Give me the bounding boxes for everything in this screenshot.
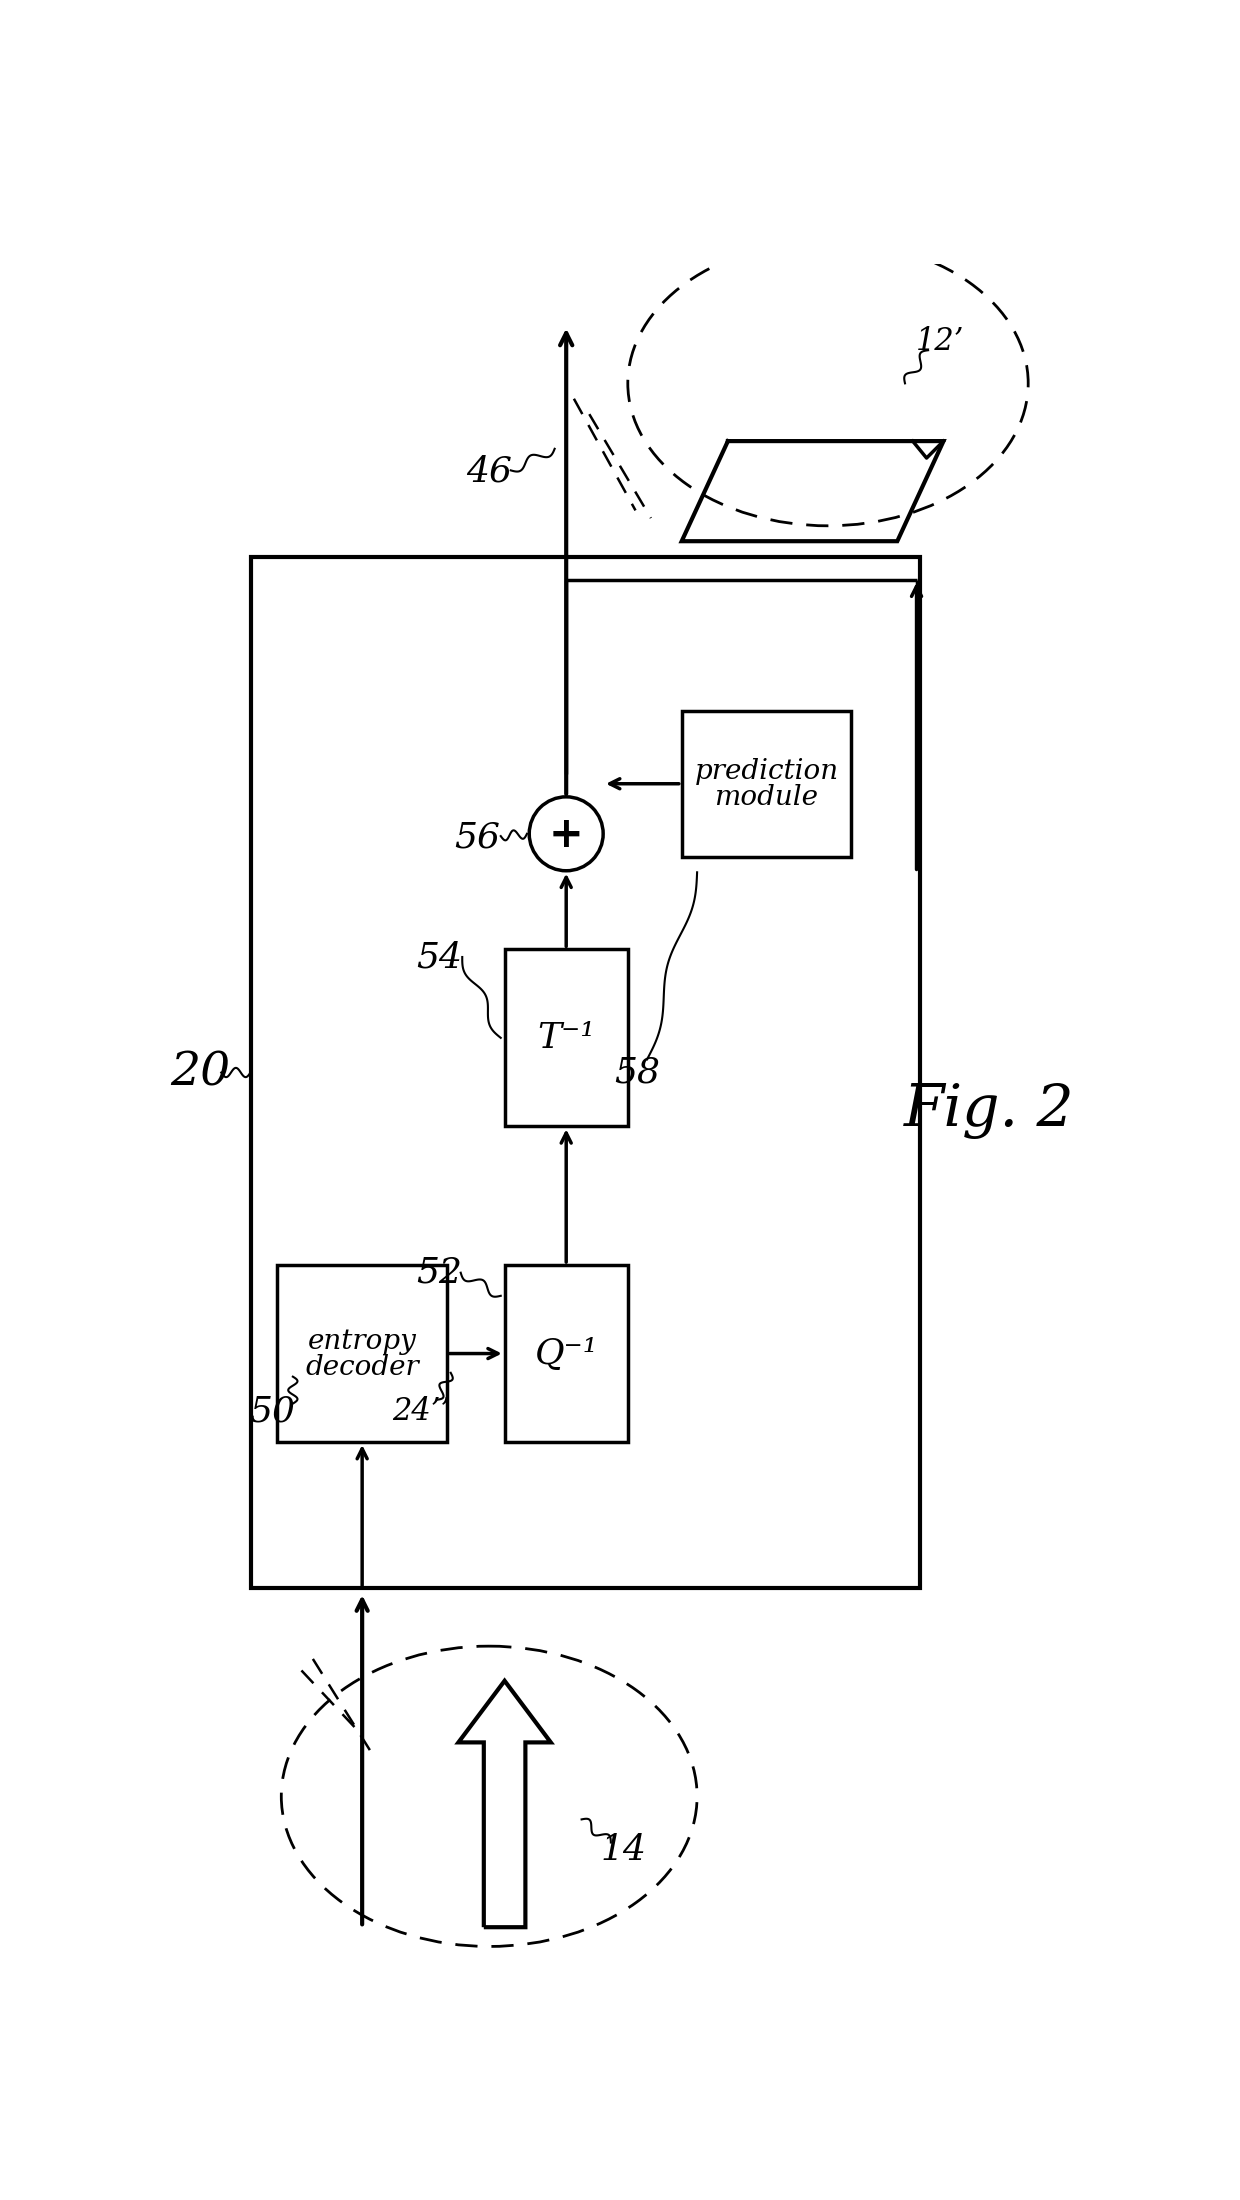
Text: 24’’: 24’’ (392, 1395, 450, 1428)
Text: 54: 54 (417, 939, 463, 975)
Ellipse shape (281, 1646, 697, 1947)
Text: 14: 14 (601, 1833, 647, 1868)
Text: 56: 56 (455, 821, 501, 854)
Bar (682, 711, 851, 856)
Text: +: + (549, 814, 584, 856)
Text: 52: 52 (417, 1256, 463, 1289)
Text: 12’: 12’ (915, 326, 963, 356)
Text: entropy: entropy (308, 1329, 417, 1355)
Text: 50: 50 (249, 1395, 295, 1428)
Text: 46: 46 (466, 455, 512, 488)
Text: T⁻¹: T⁻¹ (537, 1021, 595, 1054)
Text: 58: 58 (614, 1056, 660, 1089)
Bar (250, 557, 920, 1588)
Ellipse shape (627, 240, 1028, 526)
Bar (505, 1265, 627, 1443)
Text: 20: 20 (170, 1049, 231, 1096)
Bar (505, 950, 627, 1126)
Text: module: module (714, 783, 818, 812)
Circle shape (529, 796, 603, 871)
Bar (278, 1265, 446, 1443)
Text: prediction: prediction (694, 759, 838, 785)
Text: Q⁻¹: Q⁻¹ (534, 1338, 598, 1371)
Text: decoder: decoder (305, 1353, 419, 1382)
Text: Fig. 2: Fig. 2 (904, 1082, 1075, 1140)
